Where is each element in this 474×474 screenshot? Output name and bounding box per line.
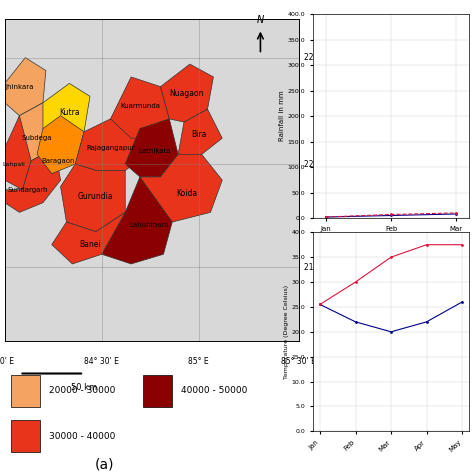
Text: Kutra: Kutra	[59, 108, 80, 117]
Text: N: N	[257, 16, 264, 26]
Text: Banei: Banei	[79, 240, 101, 249]
Polygon shape	[5, 116, 31, 190]
Text: 85° 30' E: 85° 30' E	[281, 357, 316, 366]
Bar	[10, 420, 40, 452]
Polygon shape	[5, 148, 61, 212]
Text: Kuarmunda: Kuarmunda	[120, 103, 160, 109]
Polygon shape	[14, 103, 61, 161]
Text: (a): (a)	[94, 457, 114, 472]
Text: 50 km: 50 km	[71, 383, 97, 392]
Text: Sundargarh: Sundargarh	[8, 187, 48, 193]
Text: Nuagaon: Nuagaon	[170, 89, 204, 98]
Text: Lathikata: Lathikata	[138, 148, 171, 154]
Bar	[143, 375, 172, 407]
Polygon shape	[102, 177, 172, 264]
Y-axis label: Rainfall in mm: Rainfall in mm	[279, 91, 285, 141]
Text: 20000 - 30000: 20000 - 30000	[49, 386, 115, 395]
Polygon shape	[75, 119, 152, 171]
Text: Subdega: Subdega	[22, 135, 52, 141]
Polygon shape	[37, 116, 84, 173]
Text: 22° 30' N: 22° 30' N	[304, 53, 340, 62]
Polygon shape	[178, 109, 222, 155]
Text: Jhinkara: Jhinkara	[5, 83, 34, 90]
Polygon shape	[125, 119, 178, 177]
Text: Koida: Koida	[176, 189, 198, 198]
Text: 30000 - 40000: 30000 - 40000	[49, 432, 115, 441]
Text: 85° E: 85° E	[188, 357, 209, 366]
Text: Bira: Bira	[191, 130, 206, 139]
Y-axis label: Temperature (Degree Celsius): Temperature (Degree Celsius)	[283, 285, 289, 379]
Polygon shape	[43, 83, 90, 141]
Text: 0: 0	[17, 383, 22, 392]
Polygon shape	[61, 164, 125, 232]
Text: Lahpali: Lahpali	[2, 162, 25, 166]
Text: 84° 30' E: 84° 30' E	[84, 357, 119, 366]
Text: 00' E: 00' E	[0, 357, 14, 366]
Text: 40000 - 50000: 40000 - 50000	[181, 386, 247, 395]
Text: Rajagangapur: Rajagangapur	[86, 145, 135, 151]
Polygon shape	[161, 64, 213, 122]
Text: Lahunipara: Lahunipara	[129, 222, 168, 228]
Bar	[10, 375, 40, 407]
Polygon shape	[5, 58, 46, 116]
Polygon shape	[52, 212, 125, 264]
Text: Baragaon: Baragaon	[41, 158, 74, 164]
Text: 21° 30' N: 21° 30' N	[304, 263, 340, 272]
Text: Gurundia: Gurundia	[78, 192, 114, 201]
Polygon shape	[140, 155, 222, 222]
Polygon shape	[110, 77, 169, 138]
Text: 22° 00' N: 22° 00' N	[304, 160, 340, 168]
